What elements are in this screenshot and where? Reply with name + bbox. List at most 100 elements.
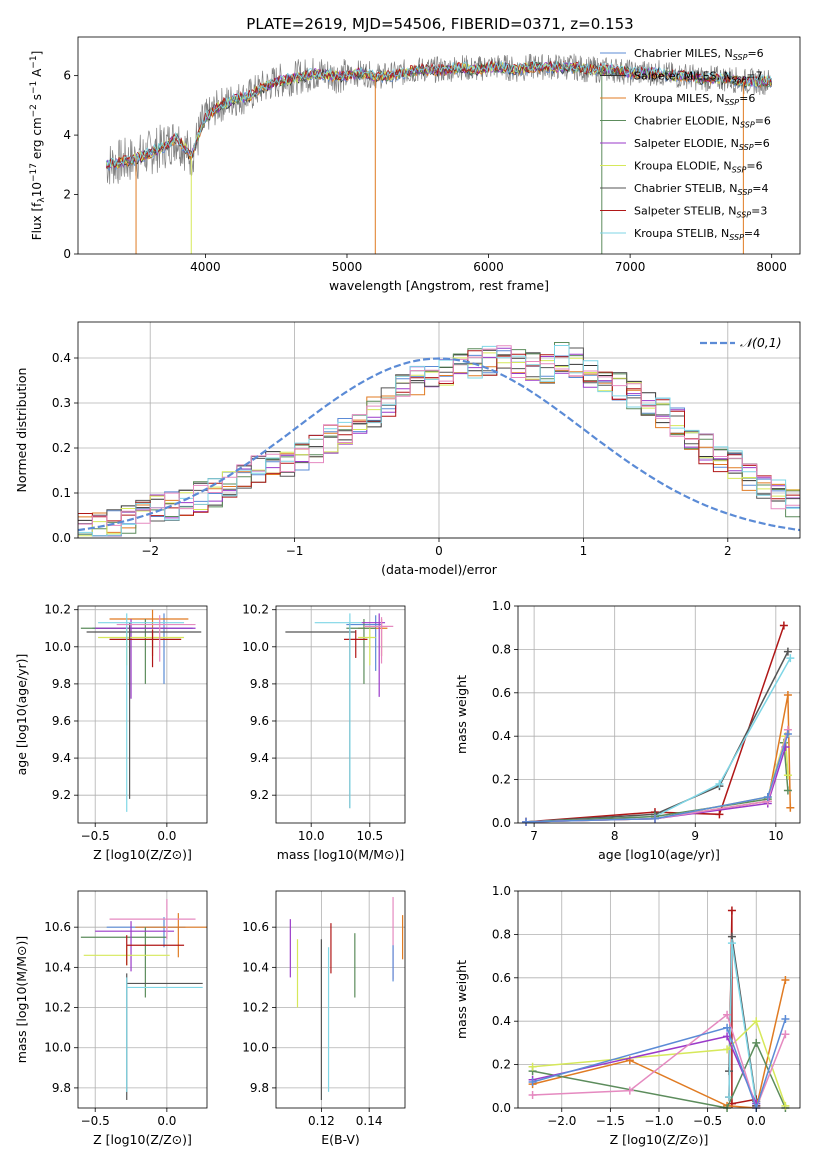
x-tick-label: 0 (435, 544, 443, 558)
x-tick-label: 4000 (190, 260, 221, 274)
weight-marker (528, 1077, 537, 1086)
weight-line (526, 651, 789, 823)
weight-marker (781, 1030, 790, 1039)
x-tick-label: 10 (768, 829, 783, 843)
error-point (86, 622, 202, 799)
age-vs-mass-panel: 10.0 10.5 9.2 9.4 9.6 9.8 10.0 10.2 mass [log10(… (242, 603, 406, 862)
y-tick-label: 0.1 (52, 486, 71, 500)
x-tick-label: 1 (580, 544, 588, 558)
error-point (106, 917, 186, 948)
y-tick-label: 2 (63, 188, 71, 202)
weight-marker (715, 810, 724, 819)
y-tick-label: 0.2 (52, 441, 71, 455)
legend-entry: Chabrier ELODIE, NSSP=6 (634, 115, 771, 130)
x-axis-label: wavelength [Angstrom, rest frame] (329, 278, 549, 293)
error-point (126, 935, 185, 966)
error-point (285, 622, 356, 809)
weight-marker (723, 1045, 732, 1054)
legend-entry: 𝒩(0,1) (740, 335, 782, 350)
x-tick-label: 2 (724, 544, 732, 558)
x-tick-label: −1.0 (644, 1114, 673, 1128)
mass-weight-vs-age-panel: 7 8 9 10 0.0 0.2 0.4 0.6 0.8 1.0 age [log10(age/yr… (454, 599, 801, 862)
weight-line (532, 1018, 787, 1111)
y-tick-label: 0.2 (492, 1058, 511, 1072)
y-tick-label: 10.6 (44, 920, 71, 934)
weight-line (526, 625, 785, 823)
axes-frame (275, 605, 406, 824)
x-tick-label: 6000 (473, 260, 504, 274)
error-point (109, 630, 182, 668)
x-tick-label: 8000 (756, 260, 787, 274)
spectrum-lines (105, 53, 773, 254)
weight-marker (625, 1086, 634, 1095)
error-point (109, 609, 189, 657)
y-axis-label: mass weight (454, 675, 469, 754)
figure-title: PLATE=2619, MJD=54506, FIBERID=0371, z=0… (246, 15, 633, 33)
axes-frame (77, 36, 801, 255)
y-tick-label: 9.2 (250, 788, 269, 802)
x-tick-label: 10.0 (298, 829, 325, 843)
x-tick-label: −1 (286, 544, 304, 558)
x-tick-label: 5000 (332, 260, 363, 274)
weight-marker (650, 814, 659, 823)
error-point (95, 921, 175, 972)
legend-entry: Chabrier MILES, NSSP=6 (634, 47, 764, 62)
y-tick-label: 9.4 (250, 751, 269, 765)
weight-marker (783, 771, 792, 780)
weight-marker (779, 621, 788, 630)
y-axis-label: age [log10(age/yr)] (14, 654, 29, 776)
legend-entry: Kroupa STELIB, NSSP=4 (634, 227, 760, 242)
error-point (344, 630, 368, 658)
spectrum-panel: 4000 5000 6000 7000 8000 0 2 4 6 wavelength [Angs… (29, 36, 801, 293)
y-axis-label: mass [log10(M/M⊙)] (14, 936, 29, 1064)
y-tick-label: 9.8 (52, 1081, 71, 1095)
error-point (135, 913, 207, 958)
weight-marker (783, 647, 792, 656)
y-tick-label: 0.2 (492, 773, 511, 787)
y-tick-label: 10.0 (242, 1041, 269, 1055)
weight-marker (783, 786, 792, 795)
error-point (358, 628, 376, 666)
y-tick-label: 6 (63, 69, 71, 83)
mass-vs-extinction-panel: 0.12 0.14 9.8 10.0 10.2 10.4 10.6 E(B-V) (242, 890, 406, 1147)
weight-marker (528, 1062, 537, 1071)
weight-marker (783, 730, 792, 739)
weight-line (526, 742, 789, 823)
y-tick-label: 10.2 (44, 1001, 71, 1015)
y-tick-label: 10.0 (242, 640, 269, 654)
x-tick-label: 0.12 (308, 1114, 335, 1128)
weight-marker (781, 1015, 790, 1024)
x-axis-label: E(B-V) (321, 1132, 360, 1147)
weight-marker (781, 1101, 790, 1110)
y-tick-label: 10.2 (44, 603, 71, 617)
y-tick-label: 0 (63, 247, 71, 261)
y-tick-label: 0.6 (492, 971, 511, 985)
y-tick-label: 0.0 (52, 531, 71, 545)
y-tick-label: 1.0 (492, 599, 511, 613)
x-axis-label: (data-model)/error (381, 562, 498, 577)
y-tick-label: 10.0 (44, 640, 71, 654)
x-tick-label: −0.5 (81, 829, 110, 843)
y-tick-label: 10.2 (242, 1001, 269, 1015)
axes-frame (77, 890, 208, 1109)
x-tick-label: −0.5 (693, 1114, 722, 1128)
x-tick-label: 9 (691, 829, 699, 843)
axes-frame (517, 605, 801, 824)
age-vs-metallicity-panel: −0.5 0.0 9.2 9.4 9.6 9.8 10.0 10.2 Z [log10(Z/Z⊙… (14, 603, 208, 862)
y-tick-label: 0.0 (492, 1101, 511, 1115)
residual-histogram-panel: −2 −1 0 1 2 0.0 0.1 0.2 0.3 0.4 (data-model)/error… (14, 321, 801, 577)
y-tick-label: 0.0 (492, 816, 511, 830)
weight-line (728, 942, 757, 1104)
y-tick-label: 9.8 (250, 677, 269, 691)
x-tick-label: −2.0 (547, 1114, 576, 1128)
weight-marker (763, 792, 772, 801)
error-point (109, 899, 196, 940)
y-tick-label: 0.4 (492, 729, 511, 743)
x-tick-label: 0.0 (157, 829, 176, 843)
y-tick-label: 9.4 (52, 751, 71, 765)
weight-marker (781, 975, 790, 984)
y-tick-label: 0.6 (492, 686, 511, 700)
legend-entry: Kroupa ELODIE, NSSP=6 (634, 160, 763, 175)
weight-marker (723, 1023, 732, 1032)
weight-series (522, 730, 792, 826)
